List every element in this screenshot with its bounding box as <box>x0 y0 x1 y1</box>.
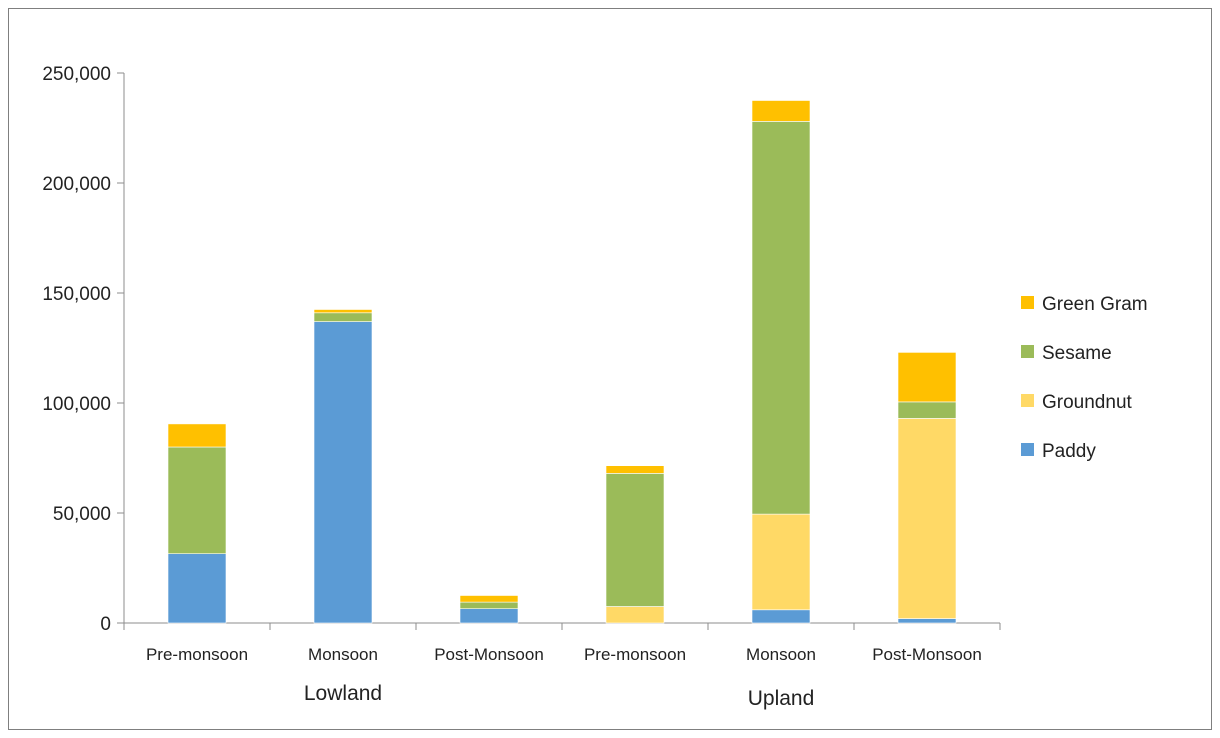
stacked-bar-chart: 0 50,000 100,000 150,000 200,000 250,000 Pre-… <box>42 64 1148 710</box>
bar-segment <box>897 352 957 403</box>
y-axis: 0 50,000 100,000 150,000 200,000 250,000 <box>42 64 125 635</box>
bar-segment <box>751 609 811 624</box>
legend-swatch <box>1021 394 1034 407</box>
bar-segment <box>313 321 373 624</box>
bar-segment <box>605 606 665 624</box>
y-tick-label: 200,000 <box>42 174 111 195</box>
x-group-label: Lowland <box>304 682 382 705</box>
x-axis: Pre-monsoon Monsoon Post-Monsoon Pre-monsoo… <box>123 622 1001 710</box>
legend-label: Groundnut <box>1042 392 1133 413</box>
bar-segment <box>167 553 227 624</box>
bar-segment <box>605 465 665 474</box>
bar-segment <box>897 618 957 624</box>
legend-swatch <box>1021 296 1034 309</box>
bar-segment <box>459 608 519 624</box>
bar-segment <box>459 595 519 603</box>
legend: Green Gram Sesame Groundnut Paddy <box>1021 294 1148 462</box>
y-tick-label: 150,000 <box>42 284 111 305</box>
bars <box>167 100 957 624</box>
x-category-label: Post-Monsoon <box>434 645 544 664</box>
bar-segment <box>459 601 519 609</box>
bar-segment <box>897 401 957 419</box>
legend-swatch <box>1021 443 1034 456</box>
y-tick-label: 100,000 <box>42 394 111 415</box>
bar-segment <box>605 473 665 607</box>
bar-segment <box>313 309 373 314</box>
x-category-label: Pre-monsoon <box>146 645 248 664</box>
x-category-label: Monsoon <box>308 645 378 664</box>
bar-segment <box>751 121 811 515</box>
bar-segment <box>751 100 811 122</box>
bar-segment <box>313 312 373 322</box>
y-tick-label: 50,000 <box>53 504 111 525</box>
chart-frame: 0 50,000 100,000 150,000 200,000 250,000 Pre-… <box>8 8 1212 730</box>
y-tick-label: 250,000 <box>42 64 111 85</box>
legend-label: Sesame <box>1042 343 1112 364</box>
legend-label: Paddy <box>1042 441 1096 462</box>
bar-segment <box>897 418 957 619</box>
x-category-label: Post-Monsoon <box>872 645 982 664</box>
bar-segment <box>751 513 811 611</box>
legend-label: Green Gram <box>1042 294 1148 315</box>
x-category-label: Monsoon <box>746 645 816 664</box>
x-category-label: Pre-monsoon <box>584 645 686 664</box>
legend-swatch <box>1021 345 1034 358</box>
x-group-label: Upland <box>748 687 815 710</box>
bar-segment <box>167 423 227 448</box>
bar-segment <box>167 446 227 554</box>
y-tick-label: 0 <box>100 614 111 635</box>
